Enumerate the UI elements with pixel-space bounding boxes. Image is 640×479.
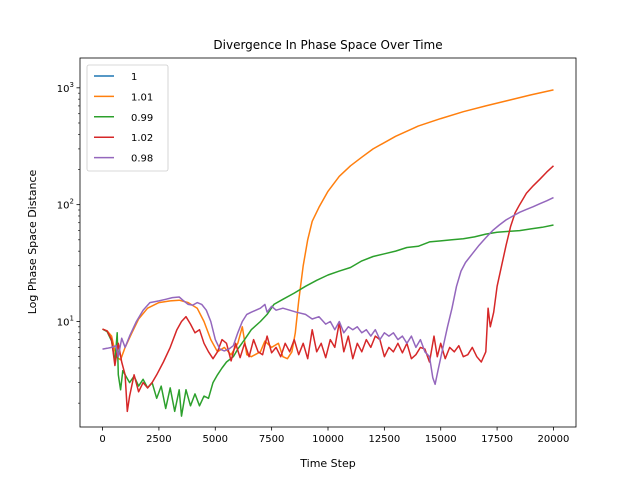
legend-label-3: 1.02 xyxy=(131,133,153,144)
x-tick-label: 7500 xyxy=(259,434,284,445)
legend: 1 1.01 0.99 1.02 0.98 xyxy=(86,64,169,172)
legend-label-0: 1 xyxy=(131,72,137,83)
x-axis-label: Time Step xyxy=(299,457,355,470)
axes-layer: 0 2500 5000 7500 10000 12500 15000 17500 2000010… xyxy=(57,57,577,445)
x-tick-label: 12500 xyxy=(368,434,400,445)
series-line-1 xyxy=(102,89,554,361)
chart-title: Divergence In Phase Space Over Time xyxy=(213,38,442,52)
x-tick-label: 5000 xyxy=(203,434,228,445)
series-line-4 xyxy=(102,196,554,386)
y-axis-label: Log Phase Space Distance xyxy=(26,169,39,314)
x-tick-label: 17500 xyxy=(481,434,513,445)
series-layer xyxy=(102,89,555,417)
x-tick-label: 0 xyxy=(99,434,105,445)
y-tick-label: 101 xyxy=(57,314,74,328)
x-tick-label: 15000 xyxy=(425,434,457,445)
series-line-3 xyxy=(102,165,555,413)
x-tick-label: 20000 xyxy=(538,434,570,445)
x-tick-label: 10000 xyxy=(312,434,344,445)
y-tick-label: 102 xyxy=(57,198,74,212)
legend-box xyxy=(86,64,169,172)
legend-label-2: 0.99 xyxy=(131,113,153,124)
y-tick-label: 103 xyxy=(57,81,74,95)
x-tick-label: 2500 xyxy=(146,434,171,445)
legend-label-4: 0.98 xyxy=(131,154,153,165)
legend-label-1: 1.01 xyxy=(131,92,153,103)
